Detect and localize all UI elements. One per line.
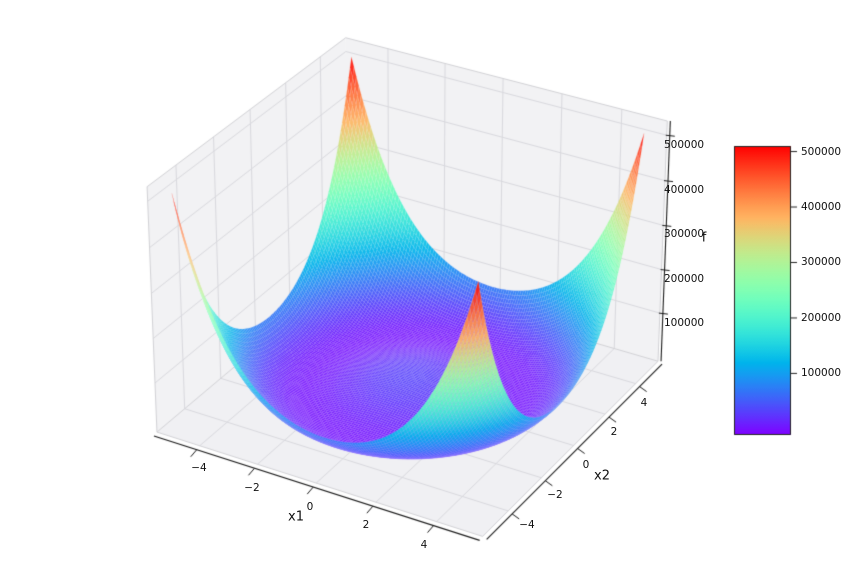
- x2-tick-label-1: −2: [547, 489, 563, 501]
- x2-tick-label-0: −4: [519, 519, 535, 531]
- x2-tick-label-3: 2: [610, 426, 618, 438]
- colorbar-tick-label-4: 500000: [801, 146, 842, 158]
- z-tick-label-2: 300000: [664, 228, 705, 240]
- z-tick-label-0: 100000: [664, 317, 705, 329]
- x2-tick-label-2: 0: [582, 459, 590, 471]
- x1-tick-label-4: 4: [420, 539, 428, 551]
- colorbar-tick-label-3: 400000: [801, 201, 842, 213]
- colorbar-tick-label-2: 300000: [801, 256, 842, 268]
- z-tick-label-1: 200000: [664, 273, 705, 285]
- x1-axis-label: x1: [288, 509, 304, 525]
- z-tick-label-3: 400000: [664, 184, 705, 196]
- x1-tick-label-1: −2: [244, 482, 260, 494]
- x1-tick-label-3: 2: [362, 519, 370, 531]
- z-axis-label: f: [701, 230, 707, 246]
- z-tick-label-4: 500000: [664, 139, 705, 151]
- x1-tick-label-2: 0: [306, 501, 314, 513]
- x2-tick-label-4: 4: [640, 397, 648, 409]
- colorbar-tick-label-1: 200000: [801, 312, 842, 324]
- colorbar-tick-label-0: 100000: [801, 367, 842, 379]
- x2-axis-label: x2: [594, 468, 610, 484]
- x1-tick-label-0: −4: [191, 462, 207, 474]
